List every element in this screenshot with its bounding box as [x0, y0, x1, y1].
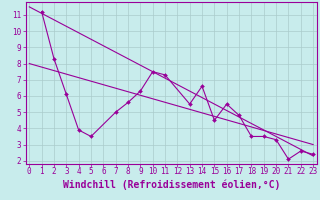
X-axis label: Windchill (Refroidissement éolien,°C): Windchill (Refroidissement éolien,°C) [62, 179, 280, 190]
